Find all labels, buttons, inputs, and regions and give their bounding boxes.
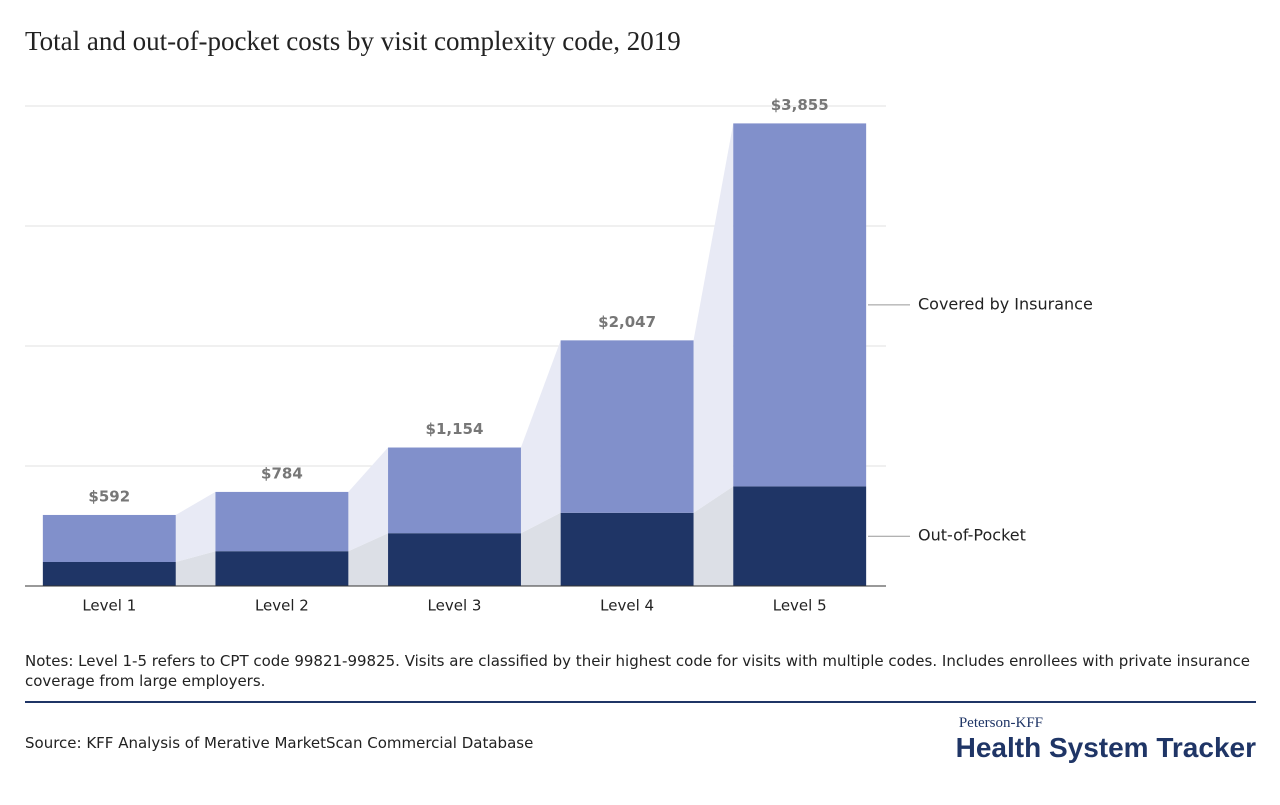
bar-segment [388, 533, 521, 586]
connector [175, 491, 216, 562]
connector [348, 533, 389, 586]
bar-segment [560, 512, 694, 586]
bar-segment [215, 551, 349, 586]
notes: Notes: Level 1-5 refers to CPT code 9982… [25, 652, 1250, 690]
total-label: $3,855 [771, 96, 829, 114]
bar-segment [215, 491, 349, 552]
bar-segment [42, 514, 176, 562]
chart-title: Total and out-of-pocket costs by visit c… [25, 26, 681, 56]
chart: Total and out-of-pocket costs by visit c… [25, 26, 1093, 615]
logo-top: Peterson-KFF [958, 715, 1043, 731]
bar-segment [560, 340, 694, 513]
connector [693, 123, 734, 513]
total-label: $1,154 [426, 420, 484, 438]
total-label: $784 [261, 464, 303, 482]
legend-label: Covered by Insurance [918, 294, 1093, 313]
logo-main: Health System Tracker [955, 732, 1256, 763]
connector [348, 447, 389, 552]
x-tick-label: Level 4 [600, 597, 654, 615]
connector [520, 512, 561, 586]
bar-segment [42, 562, 176, 586]
legend-label: Out-of-Pocket [918, 526, 1026, 545]
bar-segment [733, 486, 867, 586]
divider [25, 701, 1256, 703]
connector [175, 551, 216, 586]
total-label: $2,047 [598, 313, 656, 331]
bar-segment [733, 123, 867, 487]
source: Source: KFF Analysis of Merative MarketS… [25, 734, 534, 752]
total-label: $592 [88, 487, 130, 505]
x-tick-label: Level 1 [82, 597, 136, 615]
connector [693, 486, 734, 586]
x-tick-label: Level 3 [428, 597, 482, 615]
bar-segment [388, 447, 521, 534]
x-tick-label: Level 2 [255, 597, 309, 615]
x-tick-label: Level 5 [773, 597, 827, 615]
connector [520, 340, 561, 534]
